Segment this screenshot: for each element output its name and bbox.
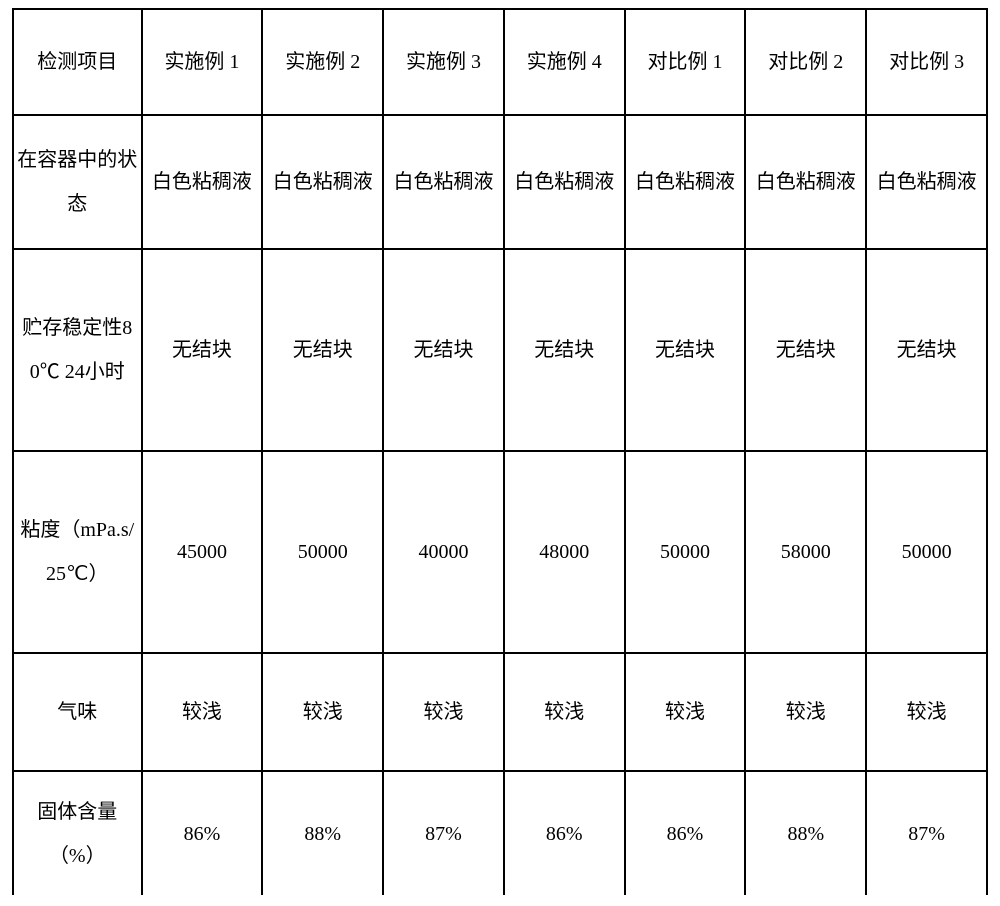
table-cell: 较浅 [866, 653, 987, 771]
table-cell: 86% [625, 771, 746, 895]
table-row: 在容器中的状态 白色粘稠液 白色粘稠液 白色粘稠液 白色粘稠液 白色粘稠液 白色… [13, 115, 987, 249]
col-header-7: 对比例 3 [866, 9, 987, 115]
table-cell: 58000 [745, 451, 866, 653]
table-cell: 88% [745, 771, 866, 895]
data-table: 检测项目 实施例 1 实施例 2 实施例 3 实施例 4 对比例 1 对比例 2… [12, 8, 988, 895]
col-header-0: 检测项目 [13, 9, 142, 115]
table-cell: 无结块 [745, 249, 866, 451]
table-cell: 白色粘稠液 [866, 115, 987, 249]
table-cell: 白色粘稠液 [625, 115, 746, 249]
table-cell: 50000 [625, 451, 746, 653]
table-row: 粘度（mPa.s/25℃） 45000 50000 40000 48000 50… [13, 451, 987, 653]
table-cell: 88% [262, 771, 383, 895]
table-cell: 50000 [262, 451, 383, 653]
table-cell: 45000 [142, 451, 263, 653]
table-cell: 较浅 [745, 653, 866, 771]
col-header-3: 实施例 3 [383, 9, 504, 115]
row-label: 固体含量（%） [13, 771, 142, 895]
table-cell: 48000 [504, 451, 625, 653]
table-cell: 87% [383, 771, 504, 895]
row-label: 在容器中的状态 [13, 115, 142, 249]
table-cell: 无结块 [625, 249, 746, 451]
table-row: 固体含量（%） 86% 88% 87% 86% 86% 88% 87% [13, 771, 987, 895]
col-header-1: 实施例 1 [142, 9, 263, 115]
data-table-container: 检测项目 实施例 1 实施例 2 实施例 3 实施例 4 对比例 1 对比例 2… [0, 0, 1000, 906]
col-header-2: 实施例 2 [262, 9, 383, 115]
table-cell: 较浅 [625, 653, 746, 771]
table-cell: 较浅 [383, 653, 504, 771]
table-cell: 白色粘稠液 [142, 115, 263, 249]
col-header-6: 对比例 2 [745, 9, 866, 115]
col-header-5: 对比例 1 [625, 9, 746, 115]
table-cell: 较浅 [262, 653, 383, 771]
table-cell: 白色粘稠液 [745, 115, 866, 249]
table-row: 贮存稳定性80℃ 24小时 无结块 无结块 无结块 无结块 无结块 无结块 无结… [13, 249, 987, 451]
table-cell: 白色粘稠液 [504, 115, 625, 249]
table-cell: 白色粘稠液 [262, 115, 383, 249]
table-cell: 无结块 [383, 249, 504, 451]
table-cell: 无结块 [142, 249, 263, 451]
table-cell: 白色粘稠液 [383, 115, 504, 249]
table-cell: 无结块 [262, 249, 383, 451]
table-cell: 40000 [383, 451, 504, 653]
table-cell: 50000 [866, 451, 987, 653]
table-cell: 无结块 [504, 249, 625, 451]
row-label: 粘度（mPa.s/25℃） [13, 451, 142, 653]
table-cell: 86% [504, 771, 625, 895]
table-cell: 较浅 [504, 653, 625, 771]
table-cell: 无结块 [866, 249, 987, 451]
table-cell: 较浅 [142, 653, 263, 771]
table-row: 气味 较浅 较浅 较浅 较浅 较浅 较浅 较浅 [13, 653, 987, 771]
table-cell: 87% [866, 771, 987, 895]
table-header-row: 检测项目 实施例 1 实施例 2 实施例 3 实施例 4 对比例 1 对比例 2… [13, 9, 987, 115]
col-header-4: 实施例 4 [504, 9, 625, 115]
row-label: 气味 [13, 653, 142, 771]
table-cell: 86% [142, 771, 263, 895]
row-label: 贮存稳定性80℃ 24小时 [13, 249, 142, 451]
